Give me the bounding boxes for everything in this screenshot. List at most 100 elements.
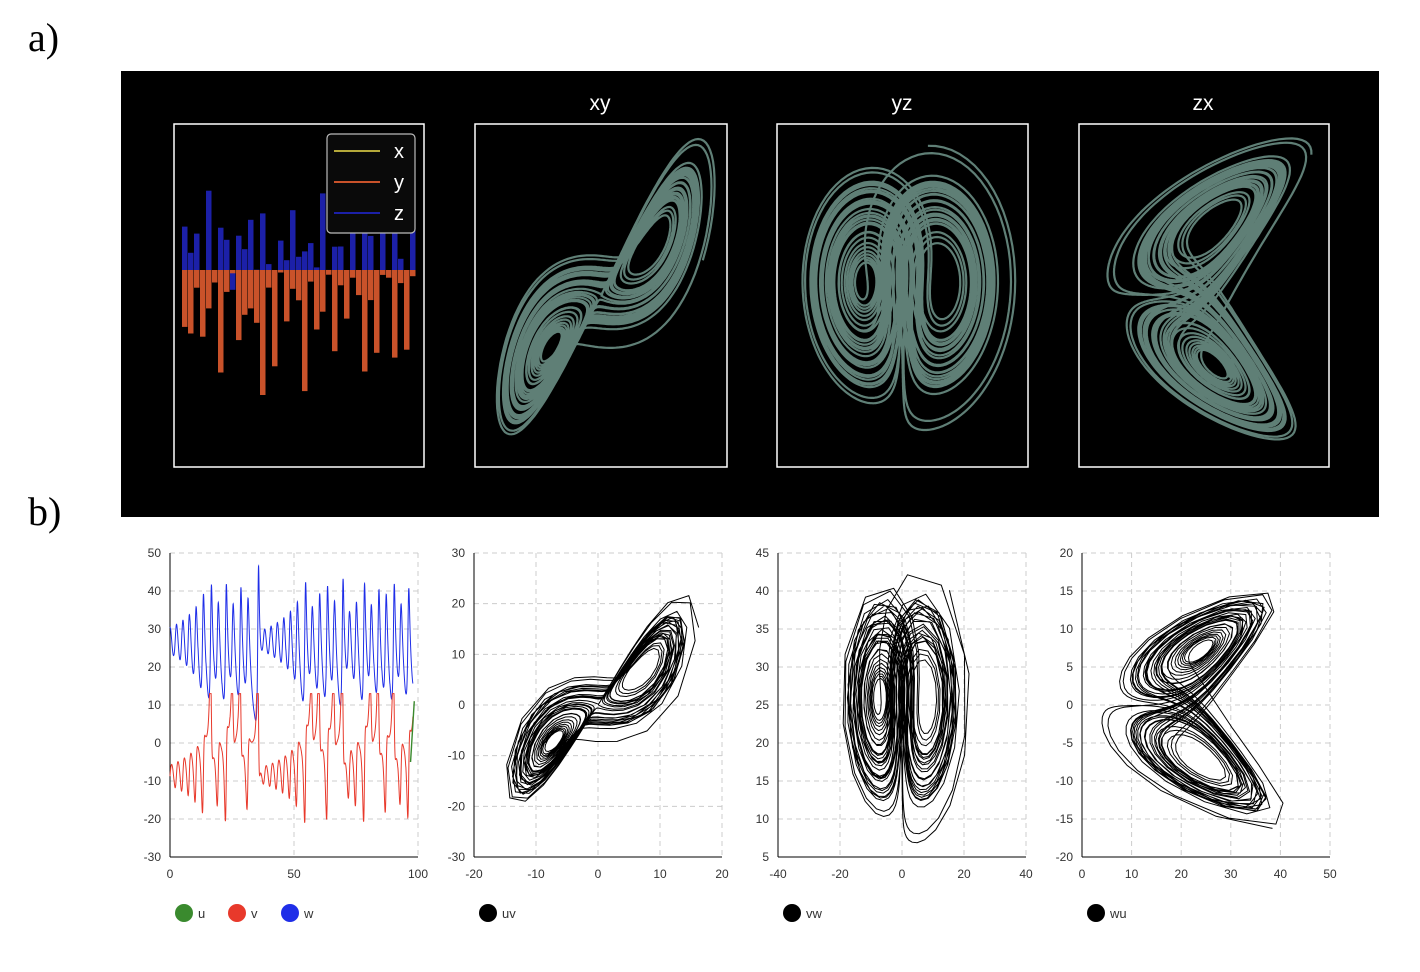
b-vw-legend-marker	[783, 904, 801, 922]
a-ts-y-bar	[374, 270, 380, 353]
b-wu-ytick-label: -20	[1056, 850, 1074, 864]
b-wu-xtick-label: 10	[1125, 867, 1139, 881]
a-ts-y-bar	[236, 270, 242, 341]
b-vw-ytick-label: 45	[756, 546, 770, 560]
a-ts-z-bar	[368, 235, 374, 270]
b-uv-ytick-label: -30	[448, 850, 466, 864]
a-ts-y-bar	[380, 270, 386, 275]
a-ts-z-bar	[392, 229, 398, 270]
a-ts-z-bar	[338, 246, 344, 270]
a-timeseries-legend: x y z	[326, 133, 416, 234]
b-uv-xtick-label: 0	[595, 867, 602, 881]
b-uv-ytick-label: 20	[452, 597, 466, 611]
b-timeseries-ytick-label: -20	[144, 812, 162, 826]
a-xy-plot: xy	[474, 92, 728, 468]
b-wu-ytick-label: 0	[1066, 698, 1073, 712]
a-ts-z-bar	[410, 229, 416, 270]
b-wu-ytick-label: -5	[1062, 736, 1073, 750]
b-ts-v-line	[169, 693, 414, 823]
b-vw-ytick-label: 35	[756, 622, 770, 636]
b-wu-xtick-label: 30	[1224, 867, 1238, 881]
a-zx-title: zx	[1193, 92, 1215, 115]
a-ts-z-bar	[296, 256, 302, 270]
a-ts-y-bar	[272, 270, 278, 367]
a-ts-z-bar	[260, 213, 266, 270]
b-timeseries-xtick-label: 0	[167, 867, 174, 881]
a-zx-curve	[1106, 137, 1313, 441]
b-uv-ytick-label: 10	[452, 647, 466, 661]
a-xy-title: xy	[590, 92, 612, 115]
b-vw-ytick-label: 20	[756, 736, 770, 750]
b-timeseries-legend-label: u	[198, 906, 205, 921]
b-wu-ytick-label: 5	[1066, 660, 1073, 674]
b-uv-xtick-label: -10	[527, 867, 545, 881]
b-timeseries-ytick-label: 30	[148, 622, 162, 636]
a-ts-z-bar	[332, 246, 338, 270]
b-timeseries-legend-marker	[228, 904, 246, 922]
b-uv-xtick-label: -20	[465, 867, 483, 881]
a-xy-curve	[495, 137, 716, 436]
a-ts-z-bar	[320, 193, 326, 270]
b-uv-ytick-label: 30	[452, 546, 466, 560]
a-ts-y-bar	[356, 270, 362, 296]
a-ts-y-bar	[314, 270, 320, 330]
b-wu-ytick-label: 10	[1060, 622, 1074, 636]
a-yz-curve	[801, 144, 1017, 432]
a-ts-y-bar	[326, 270, 332, 275]
a-ts-y-bar	[188, 270, 194, 334]
a-timeseries-plot: x y z	[173, 123, 425, 468]
b-wu-ytick-label: -10	[1056, 774, 1074, 788]
b-wu-legend-label: wu	[1109, 906, 1127, 921]
a-ts-z-bar	[380, 202, 386, 270]
a-zx-attractor	[1106, 137, 1313, 441]
a-timeseries-bars	[182, 190, 416, 395]
b-vw-xtick-label: 40	[1019, 867, 1033, 881]
b-vw-ytick-label: 25	[756, 698, 770, 712]
a-ts-y-bar	[308, 270, 314, 282]
b-wu-ytick-label: 20	[1060, 546, 1074, 560]
a-ts-y-bar	[338, 270, 344, 286]
a-ts-y-bar	[284, 270, 290, 322]
b-timeseries-legend-label: w	[303, 906, 314, 921]
b-uv-legend-label: uv	[502, 906, 516, 921]
b-vw-xtick-label: -20	[831, 867, 849, 881]
a-ts-z-bar	[398, 258, 404, 270]
b-vw-legend-label: vw	[806, 906, 823, 921]
b-timeseries-legend-marker	[175, 904, 193, 922]
b-vw-ytick-label: 15	[756, 774, 770, 788]
b-vw-xtick-label: -40	[769, 867, 787, 881]
a-ts-z-bar	[194, 233, 200, 270]
a-ts-y-bar	[254, 270, 260, 323]
a-ts-y-bar	[182, 270, 188, 327]
a-ts-y-bar	[332, 270, 338, 352]
b-timeseries-ytick-label: 0	[154, 736, 161, 750]
a-ts-y-bar	[320, 270, 326, 312]
b-wu-curve	[1101, 592, 1284, 829]
a-ts-y-bar	[266, 270, 272, 288]
b-timeseries-xtick-label: 50	[287, 867, 301, 881]
b-vw-ytick-label: 10	[756, 812, 770, 826]
b-wu-ytick-label: -15	[1056, 812, 1074, 826]
b-wu-ytick-label: 15	[1060, 584, 1074, 598]
b-timeseries-ytick-label: 40	[148, 584, 162, 598]
a-xy-attractor	[495, 137, 716, 436]
a-ts-z-bar	[350, 223, 356, 270]
a-ts-z-bar	[266, 264, 272, 270]
a-ts-z-bar	[224, 239, 230, 270]
b-timeseries-legend-marker	[281, 904, 299, 922]
a-ts-y-bar	[350, 270, 356, 278]
a-ts-y-bar	[218, 270, 224, 373]
b-wu-xtick-label: 20	[1175, 867, 1189, 881]
a-ts-y-bar	[194, 270, 200, 288]
a-ts-y-bar	[404, 270, 410, 350]
b-vw-plot: -40 -20 0 20 40 45 40 35 30 25 20 15 10 5 vw	[756, 546, 1033, 922]
b-uv-ytick-label: 0	[458, 698, 465, 712]
a-ts-y-bar	[344, 270, 350, 319]
a-ts-y-bar	[368, 270, 374, 301]
a-ts-y-bar	[278, 270, 284, 273]
b-vw-curve	[842, 574, 970, 844]
b-ts-u-line	[409, 701, 415, 763]
a-zx-plot: zx	[1078, 92, 1330, 468]
b-uv-curve	[506, 594, 700, 802]
